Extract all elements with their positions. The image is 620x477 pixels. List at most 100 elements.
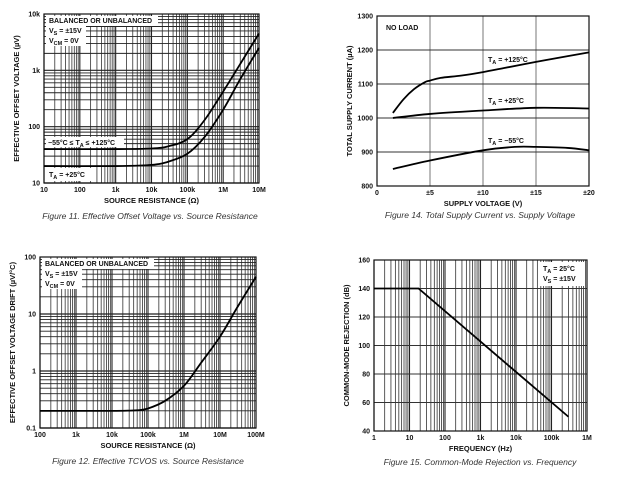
annotation-ta-main: T: [543, 266, 548, 273]
y-axis-label: TOTAL SUPPLY CURRENT (µA): [345, 45, 354, 157]
y-tick-label: 1000: [357, 116, 373, 123]
annotation-ta-sub: A: [547, 269, 551, 275]
y-tick-label: 120: [358, 315, 370, 322]
series-line-0: [374, 287, 570, 418]
y-tick-label: 1300: [357, 14, 373, 21]
label-ta125-rest: = +125°C: [496, 56, 528, 64]
y-tick-label: 1200: [357, 48, 373, 55]
series-line-0: [392, 51, 590, 114]
series-line-0: [43, 33, 260, 151]
x-tick-label: 1M: [179, 432, 189, 439]
y-tick-label: 160: [358, 258, 370, 265]
x-tick-label: 100M: [247, 432, 265, 439]
x-tick-label: 10k: [510, 435, 522, 442]
x-tick-label: 10: [40, 187, 48, 194]
series-line-1: [43, 47, 260, 168]
annotation-vcm: VCM = 0V: [45, 281, 75, 290]
figure-caption: Figure 11. Effective Offset Voltage vs. …: [42, 211, 258, 221]
annotation-vs-sub: S: [50, 274, 54, 280]
x-tick-label: 10: [406, 435, 414, 442]
chart-fig12: 100 1k 10k 100k 1M 10M 100M 0.1 1 10 100 SOURCE RES…: [8, 255, 265, 467]
x-tick-label: ±10: [477, 190, 489, 197]
annotation-box-bg: [42, 269, 82, 289]
x-axis-label: FREQUENCY (Hz): [449, 444, 513, 453]
annotation-box-bg: [42, 259, 154, 269]
y-axis-label: EFFECTIVE OFFSET VOLTAGE DRIFT (µV/°C): [8, 261, 17, 423]
annotation-vcm-sub: CM: [54, 41, 63, 47]
plot-frame: [39, 256, 257, 429]
annotation-box-bg: [46, 137, 124, 147]
annotation-box-bg: [538, 262, 585, 286]
x-tick-label: 1k: [72, 432, 80, 439]
label-ta25-sub: A: [492, 101, 496, 107]
label-ta25-main: T: [488, 98, 493, 105]
y-tick-label: 140: [358, 286, 370, 293]
grid: [376, 15, 590, 187]
annotation-balanced: BALANCED OR UNBALANCED: [49, 18, 152, 25]
x-tick-label: 10k: [146, 187, 158, 194]
x-tick-label: 100k: [544, 435, 560, 442]
x-tick-label: ±15: [530, 190, 542, 197]
y-tick-label: 40: [362, 429, 370, 436]
annotation-ta25-sub: A: [53, 175, 57, 181]
x-axis-label: SOURCE RESISTANCE (Ω): [100, 441, 196, 450]
x-tick-label: 10k: [106, 432, 118, 439]
series-line-1: [392, 106, 590, 119]
annotation-box-bg: [46, 16, 158, 26]
y-tick-label: 1100: [358, 82, 373, 89]
annotation-box-bg: [46, 26, 86, 46]
x-tick-label: 0: [375, 190, 379, 197]
annotation-vcm-main: V: [49, 38, 54, 45]
figure-caption: Figure 15. Common-Mode Rejection vs. Fre…: [384, 457, 577, 467]
x-tick-label: 1M: [582, 435, 592, 442]
plot-frame: [43, 13, 260, 184]
y-tick-label: 1: [32, 369, 36, 376]
annotation-vcm-main: V: [45, 281, 50, 288]
x-tick-label: 1M: [218, 187, 228, 194]
grid: [39, 257, 256, 429]
annotation-box-bg: [46, 168, 92, 181]
y-tick-label: 60: [362, 400, 370, 407]
annotation-temp-range-rest: ≤ +125°C: [84, 139, 115, 147]
chart-fig11: 10 100 1k 10k 100k 1M 10M 10 100 1k 10k SOURCE RESI…: [12, 12, 266, 222]
y-axis-label: COMMON-MODE REJECTION (dB): [342, 284, 351, 407]
annotation-vs: VS = ±15V: [543, 276, 576, 285]
annotation-no-load: NO LOAD: [386, 25, 418, 32]
x-axis-label: SOURCE RESISTANCE (Ω): [104, 196, 200, 205]
annotation-ta: TA = 25°C: [543, 265, 575, 275]
y-tick-label: 80: [362, 372, 370, 379]
annotation-vs: VS = ±15V: [45, 271, 78, 280]
annotation-vs-sub: S: [548, 279, 552, 285]
annotation-vcm-rest: = 0V: [62, 38, 79, 45]
annotation-ta25-main: T: [49, 172, 54, 179]
series-line-2: [392, 145, 590, 170]
annotation-vcm: VCM = 0V: [49, 38, 79, 47]
annotation-vcm-sub: CM: [50, 284, 59, 290]
x-tick-label: ±5: [426, 190, 434, 197]
label-ta25-rest: = +25°C: [496, 97, 524, 105]
annotation-temp-range-sub: A: [80, 143, 84, 149]
annotation-vs-main: V: [543, 276, 548, 283]
y-tick-label: 800: [361, 184, 373, 191]
plot-frame: [376, 15, 590, 187]
annotation-ta25-rest: = +25°C: [57, 171, 85, 179]
annotation-temp-range-main: −55°C ≤ T: [48, 139, 80, 147]
y-tick-label: 10: [32, 181, 40, 188]
annotation-vs-rest: = ±15V: [57, 28, 82, 35]
label-ta-55-main: T: [488, 138, 493, 145]
chart-fig15: 1 10 100 1k 10k 100k 1M 40 60 80 100 120 140 160 FREQU…: [342, 258, 592, 468]
x-tick-label: 10M: [252, 187, 266, 194]
y-tick-label: 1k: [32, 68, 40, 75]
label-ta-55-rest: = −55°C: [496, 137, 524, 145]
x-tick-label: 100: [439, 435, 451, 442]
y-tick-label: 100: [28, 124, 40, 131]
label-ta-55: TA = −55°C: [488, 137, 524, 147]
figure-caption: Figure 12. Effective TCVOS vs. Source Re…: [52, 456, 244, 466]
label-ta125-main: T: [488, 57, 493, 64]
label-ta125: TA = +125°C: [488, 56, 528, 66]
x-tick-label: 1: [372, 435, 376, 442]
label-ta125-sub: A: [492, 60, 496, 66]
figure-caption: Figure 14. Total Supply Current vs. Supp…: [385, 210, 576, 220]
annotation-vs-rest: = ±15V: [551, 276, 576, 283]
